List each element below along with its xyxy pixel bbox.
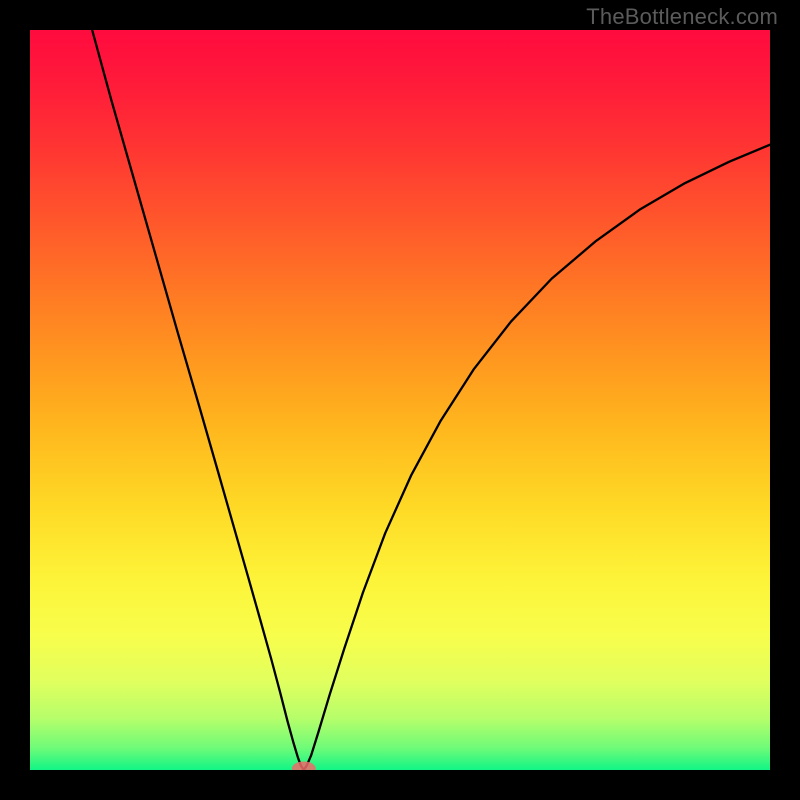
optimum-marker — [30, 30, 770, 770]
plot-area — [30, 30, 770, 770]
chart-root: TheBottleneck.com — [0, 0, 800, 800]
watermark-label: TheBottleneck.com — [586, 4, 778, 29]
watermark-text: TheBottleneck.com — [586, 4, 778, 30]
